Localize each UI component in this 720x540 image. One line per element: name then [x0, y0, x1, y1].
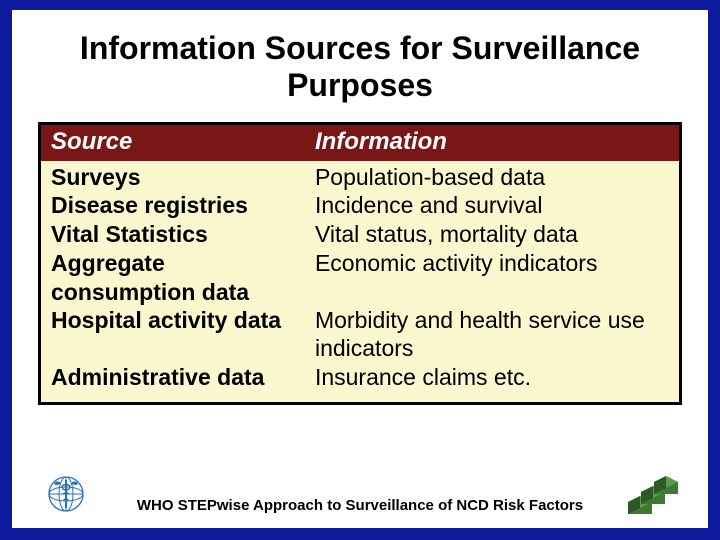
table-cell-source: Disease registries	[51, 191, 299, 220]
table-cell-source: Administrative data	[51, 363, 299, 392]
table-cell-info: Insurance claims etc.	[315, 363, 669, 392]
table-cell-source: Aggregate consumption data	[51, 249, 299, 307]
table-cell-info: Morbidity and health service use indicat…	[315, 306, 669, 364]
table-col-information: Population-based data Incidence and surv…	[309, 161, 679, 396]
table-cell-info: Vital status, mortality data	[315, 220, 669, 249]
table-header-information: Information	[309, 125, 679, 161]
table-cell-info: Incidence and survival	[315, 191, 669, 220]
slide-background: Information Sources for Surveillance Pur…	[0, 0, 720, 540]
footer-caption: WHO STEPwise Approach to Surveillance of…	[137, 497, 583, 514]
table-cell-source: Surveys	[51, 163, 299, 192]
spacer	[315, 278, 669, 306]
info-sources-table: Source Information Surveys Disease regis…	[38, 122, 682, 405]
table-cell-source: Hospital activity data	[51, 306, 299, 335]
slide-inner: Information Sources for Surveillance Pur…	[12, 10, 708, 528]
slide-title: Information Sources for Surveillance Pur…	[38, 30, 682, 104]
table-body: Surveys Disease registries Vital Statist…	[41, 161, 679, 402]
table-col-source: Surveys Disease registries Vital Statist…	[41, 161, 309, 396]
table-cell-info: Economic activity indicators	[315, 249, 669, 278]
table-cell-info: Population-based data	[315, 163, 669, 192]
steps-cube-icon	[628, 474, 678, 514]
spacer	[51, 335, 299, 363]
table-cell-source: Vital Statistics	[51, 220, 299, 249]
table-header-row: Source Information	[41, 125, 679, 161]
table-header-source: Source	[41, 125, 309, 161]
slide-footer: WHO STEPwise Approach to Surveillance of…	[12, 497, 708, 514]
